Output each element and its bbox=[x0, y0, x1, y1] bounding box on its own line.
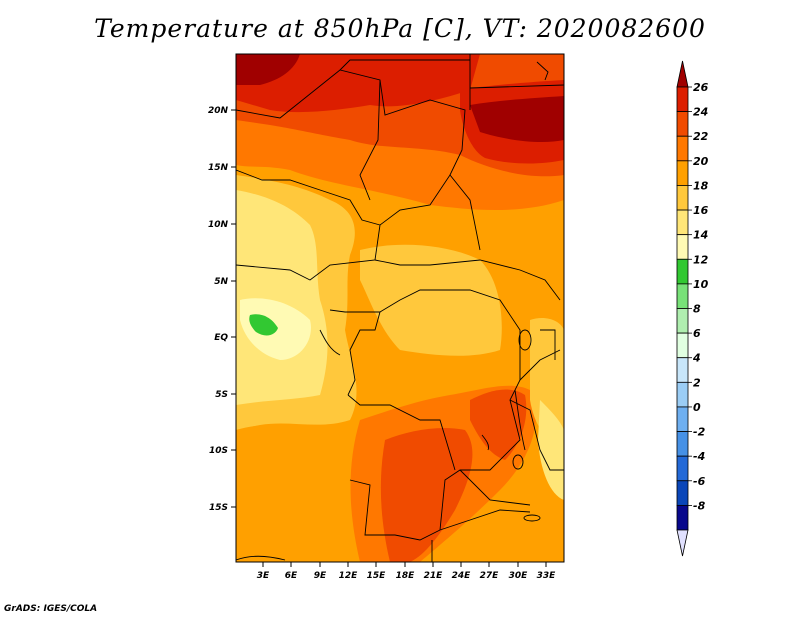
lat-label-15n: 15N bbox=[208, 163, 229, 173]
field-central-cool bbox=[360, 244, 502, 356]
colorbar-swatch bbox=[676, 357, 689, 383]
colorbar-label: 26 bbox=[693, 81, 709, 94]
field-east-highland bbox=[530, 318, 564, 441]
lon-label-6e: 6E bbox=[285, 571, 298, 581]
colorbar-swatch bbox=[676, 455, 689, 482]
lon-label-15e: 15E bbox=[367, 571, 387, 581]
colorbar-label: -6 bbox=[693, 475, 706, 488]
colorbar-label: 8 bbox=[693, 303, 701, 316]
colorbar-swatch bbox=[676, 86, 689, 113]
field-south-hot bbox=[380, 428, 473, 562]
field-west-cooler bbox=[236, 190, 328, 405]
lat-label-5s: 5S bbox=[215, 390, 228, 400]
lon-label-33e: 33E bbox=[537, 571, 557, 581]
colorbar-label: 16 bbox=[693, 204, 709, 217]
colorbar-label: 2 bbox=[693, 376, 701, 389]
lat-label-20n: 20N bbox=[208, 106, 229, 116]
colorbar-swatch bbox=[676, 504, 689, 531]
colorbar-bottom-arrow bbox=[676, 529, 689, 557]
colorbar-swatch bbox=[676, 160, 689, 186]
credit-text: GrADS: IGES/COLA bbox=[4, 604, 98, 614]
colorbar-swatch bbox=[676, 308, 689, 334]
map-frame bbox=[235, 53, 565, 563]
lon-label-3e: 3E bbox=[257, 571, 270, 581]
colorbar-label: 20 bbox=[693, 155, 709, 168]
colorbar-label: 6 bbox=[693, 327, 701, 340]
country-borders bbox=[236, 54, 564, 562]
lon-label-24e: 24E bbox=[452, 571, 472, 581]
lat-label-10n: 10N bbox=[208, 220, 229, 230]
colorbar-swatch bbox=[676, 431, 689, 457]
colorbar-swatch bbox=[676, 258, 689, 285]
colorbar-swatch bbox=[676, 283, 689, 309]
chart-title: Temperature at 850hPa [C], VT: 202008260… bbox=[94, 14, 706, 43]
colorbar-label: 18 bbox=[693, 179, 709, 192]
lon-label-30e: 30E bbox=[509, 571, 529, 581]
lon-label-27e: 27E bbox=[480, 571, 500, 581]
colorbar-swatch bbox=[676, 209, 689, 236]
longitude-axis: 3E 6E 9E 12E 15E 18E 21E 24E 27E 30E 33E bbox=[257, 562, 556, 581]
colorbar-label: 4 bbox=[692, 352, 701, 365]
colorbar-label: 0 bbox=[693, 401, 701, 414]
field-nw-peak bbox=[236, 54, 300, 85]
colorbar-label: 22 bbox=[693, 130, 709, 143]
lon-label-12e: 12E bbox=[339, 571, 359, 581]
colorbar-label: -4 bbox=[693, 450, 705, 463]
colorbar-label: 14 bbox=[693, 229, 708, 242]
colorbar-label: -2 bbox=[693, 426, 706, 439]
lon-label-21e: 21E bbox=[424, 571, 444, 581]
colorbar-top-arrow bbox=[676, 60, 689, 88]
temperature-field bbox=[236, 54, 564, 562]
latitude-axis: 20N 15N 10N 5N EQ 5S 10S 15S bbox=[208, 106, 236, 513]
field-east-highland-2 bbox=[538, 400, 564, 500]
colorbar-swatch bbox=[676, 332, 689, 359]
lon-label-18e: 18E bbox=[396, 571, 416, 581]
field-south-atlantic bbox=[236, 424, 350, 562]
colorbar-label: 10 bbox=[693, 278, 709, 291]
field-sahara-core-west bbox=[236, 54, 480, 113]
colorbar-swatch bbox=[676, 185, 689, 211]
colorbar-swatch bbox=[676, 480, 689, 506]
lakes bbox=[481, 329, 541, 522]
lat-label-15s: 15S bbox=[209, 503, 228, 513]
field-gabon-green bbox=[249, 314, 278, 336]
colorbar-swatch bbox=[676, 111, 689, 137]
colorbar-label: 24 bbox=[693, 106, 708, 119]
colorbar-swatch bbox=[676, 406, 689, 432]
colorbar-swatch bbox=[676, 234, 689, 260]
lon-label-9e: 9E bbox=[314, 571, 327, 581]
colorbar-label: 12 bbox=[693, 253, 709, 266]
colorbar-label: -8 bbox=[693, 499, 706, 512]
lat-label-10s: 10S bbox=[209, 446, 228, 456]
lat-label-5n: 5N bbox=[214, 277, 228, 287]
field-sahara-peak bbox=[470, 96, 564, 143]
lat-label-eq: EQ bbox=[214, 333, 228, 343]
colorbar-swatch bbox=[676, 381, 689, 408]
colorbar-swatch bbox=[676, 135, 689, 162]
